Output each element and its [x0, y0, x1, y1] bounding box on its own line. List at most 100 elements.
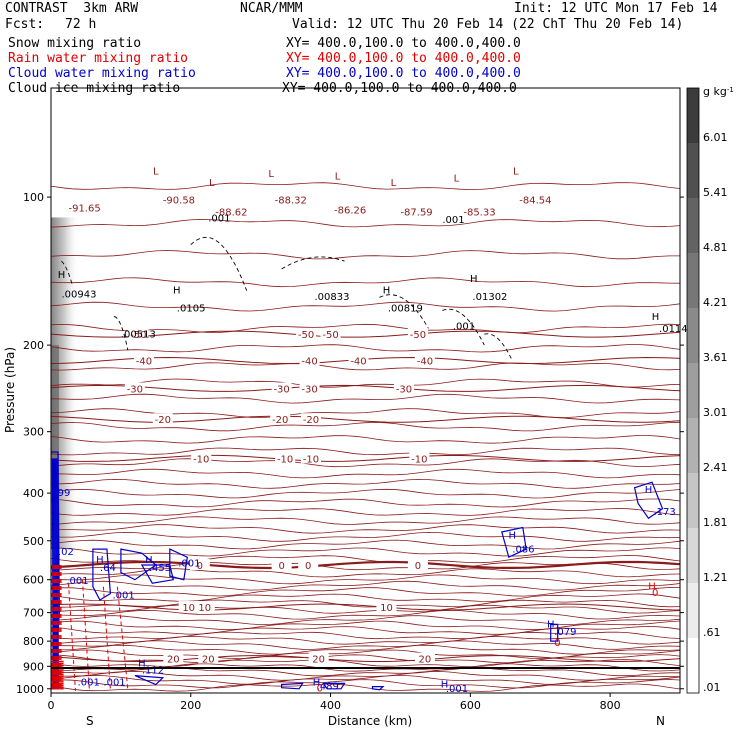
isotherm-label-bg	[414, 652, 435, 664]
y-tick-label: 600	[23, 574, 44, 587]
colorbar-segment	[687, 528, 699, 583]
isotherm-label-bg	[194, 601, 215, 613]
high-marker: H	[383, 285, 391, 296]
extreme-value-label: -84.54	[519, 195, 551, 206]
isotherm-line	[51, 250, 680, 260]
isotherm-label: -10	[411, 454, 427, 465]
isotherm-line	[51, 421, 680, 432]
isotherm-label-bg	[298, 558, 319, 570]
isotherm--50	[51, 330, 680, 338]
legend-cloudwater-xy: XY= 400.0,100.0 to 400.0,400.0	[286, 66, 521, 81]
isotherm-label: 0	[278, 561, 284, 572]
colorbar-tick-label: 2.41	[703, 461, 728, 474]
extreme-value-label: .0105	[177, 304, 206, 315]
isotherm-line	[51, 640, 680, 650]
isotherm-label-bg	[300, 452, 321, 464]
isotherm-label-bg	[308, 652, 329, 664]
extreme-value-label: 0	[554, 638, 560, 649]
x-tick-label: 0	[48, 699, 55, 712]
extreme-value-label: .489	[317, 681, 339, 692]
isotherm-label: -40	[136, 357, 152, 368]
isotherm-line	[51, 568, 680, 578]
isotherm-line	[51, 654, 680, 664]
isotherm-line	[51, 599, 680, 608]
north-label: N	[656, 714, 665, 728]
legend-snow-name: Snow mixing ratio	[8, 36, 142, 51]
high-marker: H	[547, 619, 555, 630]
cloud-water-contour	[322, 682, 346, 690]
low-marker: L	[391, 178, 397, 189]
y-tick-label: 100	[23, 191, 44, 204]
isotherm-label-bg	[275, 452, 296, 464]
colorbar-segment	[687, 583, 699, 638]
init-time: Init: 12 UTC Mon 17 Feb 14	[514, 1, 718, 16]
isotherm-label-bg	[133, 354, 154, 366]
cloud-water-contour	[501, 526, 527, 559]
colorbar-frame	[686, 87, 700, 694]
isotherm-label-bg	[299, 382, 320, 394]
extreme-value-label: .99	[54, 488, 70, 499]
isotherm-label-bg	[128, 328, 149, 340]
isotherm-label-bg	[299, 354, 320, 366]
legend-snow-xy: XY= 400.0,100.0 to 400.0,400.0	[286, 36, 521, 51]
high-marker: H	[470, 274, 478, 285]
cloud-water-contour	[134, 675, 165, 686]
isotherm-line	[51, 587, 680, 597]
isotherm-label: 0	[415, 561, 421, 572]
isotherm-line	[51, 393, 680, 404]
snow-shading-core	[51, 345, 59, 504]
isotherm-line	[51, 516, 680, 525]
isotherm-label-bg	[300, 413, 321, 425]
cloud-water-contour	[169, 548, 188, 581]
rain-contour	[102, 586, 111, 690]
isotherm-label-bg	[320, 328, 341, 340]
y-tick-label: 800	[23, 635, 44, 648]
colorbar-segment	[687, 473, 699, 528]
isotherm-label-bg	[189, 558, 210, 570]
colorbar-tick-label: 6.01	[703, 131, 728, 144]
isotherm-line	[51, 580, 680, 591]
legend-cloudwater-name: Cloud water mixing ratio	[8, 66, 196, 81]
y-tick-label: 200	[23, 339, 44, 352]
isotherm-label: 0	[197, 561, 203, 572]
isotherm-line	[51, 620, 680, 631]
isotherm-line	[51, 524, 680, 534]
isotherm-line	[51, 447, 680, 456]
isotherm-label: 20	[202, 655, 215, 666]
org-label: NCAR/MMM	[240, 1, 303, 16]
isotherm-label: 20	[312, 655, 325, 666]
isotherm-label: 0	[305, 561, 311, 572]
isotherm-label: -30	[301, 384, 317, 395]
extreme-value-label: .086	[512, 544, 534, 555]
extreme-value-label: .001	[78, 678, 100, 689]
extreme-value-label: -88.62	[215, 207, 247, 218]
isotherm-10	[51, 603, 680, 611]
colorbar-segment	[687, 418, 699, 473]
colorbar-unit-exponent: -1	[727, 86, 734, 94]
extreme-value-label: .00513	[121, 329, 156, 340]
isotherm-label: -30	[273, 384, 289, 395]
isotherm-label-bg	[296, 328, 317, 340]
legend-rain-name: Rain water mixing ratio	[8, 51, 189, 66]
high-marker: H	[173, 285, 181, 296]
isotherm-label-bg	[191, 452, 212, 464]
isotherm-label: -10	[277, 454, 293, 465]
isotherm-label-bg	[348, 354, 369, 366]
low-marker: L	[209, 178, 215, 189]
snow-contour	[190, 236, 248, 291]
extreme-value-label: .455	[149, 563, 171, 574]
isotherm--20	[51, 415, 680, 423]
snow-contour	[113, 316, 129, 351]
isotherm-label: -50	[410, 330, 426, 341]
isotherm-label-bg	[271, 382, 292, 394]
isotherm-label: -30	[396, 384, 412, 395]
isotherm-line	[51, 631, 680, 640]
extreme-value-label: -86.26	[334, 206, 366, 217]
isotherm-label-bg	[376, 601, 397, 613]
extreme-value-label: .02	[58, 547, 74, 558]
extreme-value-label: .001	[178, 558, 200, 569]
high-marker: H	[138, 658, 146, 669]
isotherm-line	[51, 182, 680, 191]
colorbar-tick-label: 3.01	[703, 406, 728, 419]
